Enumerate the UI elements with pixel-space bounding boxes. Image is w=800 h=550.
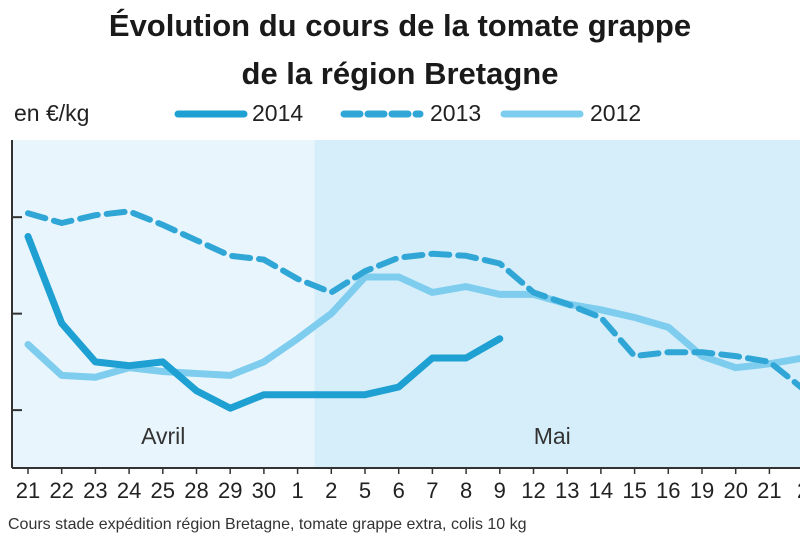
x-tick-label-19: 16 — [656, 478, 680, 503]
legend-label-2013: 2013 — [430, 100, 482, 126]
chart-title-line-1: Évolution du cours de la tomate grappe — [108, 8, 692, 43]
x-tick-label-7: 30 — [252, 478, 276, 503]
x-tick-label-14: 9 — [494, 478, 506, 503]
x-tick-label-9: 2 — [325, 478, 337, 503]
month-label-mai: Mai — [534, 423, 571, 449]
x-tick-label-5: 28 — [184, 478, 208, 503]
x-tick-label-10: 5 — [359, 478, 371, 503]
x-tick-label-12: 7 — [426, 478, 438, 503]
x-tick-label-20: 19 — [690, 478, 714, 503]
month-region-avril — [12, 140, 315, 468]
x-tick-label-17: 14 — [589, 478, 613, 503]
x-tick-label-0: 21 — [16, 478, 40, 503]
unit-label: en €/kg — [14, 100, 90, 126]
x-tick-label-8: 1 — [291, 478, 303, 503]
x-tick-label-3: 24 — [117, 478, 141, 503]
x-tick-label-1: 22 — [49, 478, 73, 503]
legend-label-2014: 2014 — [252, 100, 304, 126]
x-tick-label-21: 20 — [723, 478, 747, 503]
x-tick-label-4: 25 — [151, 478, 175, 503]
x-tick-label-22: 21 — [757, 478, 781, 503]
legend-swatch-2012 — [500, 110, 584, 118]
legend-label-2012: 2012 — [590, 100, 642, 126]
chart-title-line-2: de la région Bretagne — [241, 56, 559, 91]
chart-title: Évolution du cours de la tomate grappe d… — [0, 2, 800, 98]
legend-swatch-2013 — [340, 110, 424, 118]
footnote: Cours stade expédition région Bretagne, … — [8, 516, 527, 533]
series-line-2012 — [24, 273, 800, 381]
x-tick-label-16: 13 — [555, 478, 579, 503]
x-tick-label-11: 6 — [393, 478, 405, 503]
x-tick-label-15: 12 — [521, 478, 545, 503]
x-tick-label-6: 29 — [218, 478, 242, 503]
legend-swatch-2014 — [174, 110, 248, 118]
x-tick-label-18: 15 — [622, 478, 646, 503]
series-line-2013 — [25, 208, 800, 391]
x-tick-label-23: 2 — [797, 478, 800, 503]
x-tick-label-13: 8 — [460, 478, 472, 503]
x-tick-label-2: 23 — [83, 478, 107, 503]
month-label-avril: Avril — [141, 423, 185, 449]
